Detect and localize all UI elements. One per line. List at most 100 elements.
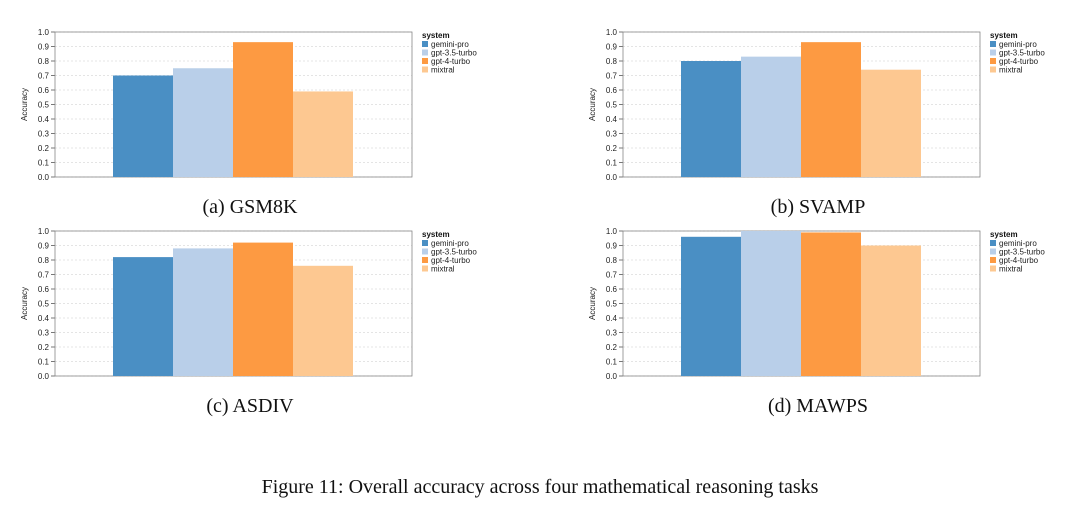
y-tick-label: 0.2 [606,343,618,352]
bar-gpt-4-turbo [233,242,293,376]
legend-item-gemini-pro: gemini-pro [431,40,469,49]
legend-item-gpt-3.5-turbo: gpt-3.5-turbo [999,49,1045,58]
bar-gpt-4-turbo [801,42,861,178]
y-tick-label: 0.2 [38,144,50,153]
legend-swatch-gemini-pro [422,41,428,47]
bar-gpt-4-turbo [801,232,861,376]
y-axis-label: Accuracy [588,88,597,121]
bar-gpt-3.5-turbo [173,248,233,376]
y-tick-label: 0.5 [38,300,50,309]
y-tick-label: 0.6 [606,285,618,294]
legend-item-gpt-4-turbo: gpt-4-turbo [999,57,1039,66]
y-tick-label: 0.4 [606,314,618,323]
bar-gpt-4-turbo [233,42,293,178]
legend-swatch-mixtral [422,265,428,272]
legend-item-gemini-pro: gemini-pro [431,239,469,248]
y-tick-label: 0.8 [38,57,50,66]
y-tick-label: 0.0 [38,173,50,182]
bar-gemini-pro [681,61,741,177]
y-tick-label: 0.8 [606,57,618,66]
legend-item-gemini-pro: gemini-pro [999,40,1037,49]
chart-caption-mawps: (d) MAWPS [767,395,869,417]
legend-item-gpt-3.5-turbo: gpt-3.5-turbo [431,49,477,58]
bar-gpt-3.5-turbo [741,56,801,177]
y-tick-label: 0.2 [38,343,50,352]
bar-gpt-3.5-turbo [173,68,233,177]
bar-mixtral [293,91,353,177]
y-axis-label: Accuracy [588,287,597,320]
y-tick-label: 0.3 [606,329,618,338]
legend-swatch-gpt-4-turbo [990,58,996,64]
y-tick-label: 0.7 [38,72,50,81]
y-axis-label: Accuracy [20,88,29,121]
y-tick-label: 0.0 [38,372,50,381]
y-tick-label: 0.3 [38,130,50,139]
legend-item-gpt-4-turbo: gpt-4-turbo [431,57,471,66]
legend-swatch-gpt-4-turbo [990,257,996,263]
y-tick-label: 0.7 [606,271,618,280]
legend-swatch-gpt-4-turbo [422,257,428,263]
legend-swatch-gpt-4-turbo [422,58,428,64]
chart-gsm8k: Accuracy 0.0 0.1 0.2 0.3 0.4 0.5 0.6 0.7 0.8 0.9 1.… [20,28,477,182]
y-tick-label: 0.1 [38,159,50,168]
y-tick-label: 0.5 [38,101,50,110]
legend-item-mixtral: mixtral [431,265,455,274]
y-tick-label: 0.5 [606,101,618,110]
bar-mixtral [861,245,921,376]
legend-swatch-gpt-3.5-turbo [422,248,428,255]
legend-swatch-mixtral [990,265,996,272]
legend-swatch-gpt-3.5-turbo [990,49,996,56]
legend-item-gemini-pro: gemini-pro [999,239,1037,248]
legend-title: system [422,230,450,239]
legend-swatch-gemini-pro [990,240,996,246]
chart-panel-svamp: Accuracy 0.0 0.1 0.2 0.3 0.4 0.5 0.6 0.7 0.8 0.9 1.… [583,25,1073,185]
legend-swatch-mixtral [422,66,428,73]
legend-item-mixtral: mixtral [431,66,455,75]
y-tick-label: 0.7 [38,271,50,280]
y-tick-label: 0.0 [606,372,618,381]
legend-item-gpt-3.5-turbo: gpt-3.5-turbo [999,248,1045,257]
y-tick-label: 0.1 [38,358,50,367]
y-tick-label: 0.9 [606,242,618,251]
y-tick-label: 0.5 [606,300,618,309]
y-tick-label: 0.6 [38,285,50,294]
y-tick-label: 0.7 [606,72,618,81]
y-tick-label: 1.0 [38,28,50,37]
legend-item-gpt-4-turbo: gpt-4-turbo [431,256,471,265]
bar-mixtral [861,69,921,177]
chart-caption-asdiv: (c) ASDIV [206,395,294,417]
y-tick-label: 0.1 [606,358,618,367]
y-tick-label: 0.0 [606,173,618,182]
figure-caption: Figure 11: Overall accuracy across four … [261,476,819,498]
chart-caption-svamp: (b) SVAMP [770,196,866,218]
y-tick-label: 0.9 [606,43,618,52]
y-tick-label: 0.8 [38,256,50,265]
chart-svamp: Accuracy 0.0 0.1 0.2 0.3 0.4 0.5 0.6 0.7 0.8 0.9 1.… [588,28,1045,182]
legend-swatch-gemini-pro [990,41,996,47]
bar-gemini-pro [681,236,741,376]
bar-gemini-pro [113,75,173,177]
y-tick-label: 1.0 [606,227,618,236]
y-tick-label: 0.8 [606,256,618,265]
legend-title: system [990,31,1018,40]
chart-panel-gsm8k: Accuracy 0.0 0.1 0.2 0.3 0.4 0.5 0.6 0.7 0.8 0.9 1.… [15,25,535,185]
bar-mixtral [293,265,353,376]
y-tick-label: 1.0 [606,28,618,37]
legend-swatch-mixtral [990,66,996,73]
y-tick-label: 0.3 [606,130,618,139]
y-axis-label: Accuracy [20,287,29,320]
legend-item-mixtral: mixtral [999,265,1023,274]
y-tick-label: 0.3 [38,329,50,338]
y-tick-label: 0.4 [606,115,618,124]
chart-asdiv: Accuracy 0.0 0.1 0.2 0.3 0.4 0.5 0.6 0.7 0.8 0.9 1.… [20,227,477,381]
legend-title: system [990,230,1018,239]
y-tick-label: 0.9 [38,242,50,251]
chart-panel-mawps: Accuracy 0.0 0.1 0.2 0.3 0.4 0.5 0.6 0.7 0.8 0.9 1.… [583,224,1073,384]
chart-caption-gsm8k: (a) GSM8K [202,196,298,218]
legend-swatch-gemini-pro [422,240,428,246]
legend-title: system [422,31,450,40]
y-tick-label: 0.6 [606,86,618,95]
y-tick-label: 0.4 [38,314,50,323]
y-tick-label: 0.4 [38,115,50,124]
legend-item-gpt-4-turbo: gpt-4-turbo [999,256,1039,265]
